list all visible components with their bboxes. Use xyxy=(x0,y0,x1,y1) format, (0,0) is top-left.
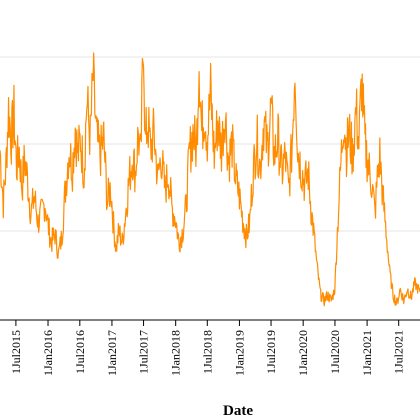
x-tick-label: 1Jan2019 xyxy=(232,330,246,376)
x-tick-label: 1Jul2017 xyxy=(137,330,151,374)
x-tick-label: 1Jul2016 xyxy=(73,330,87,374)
x-tick-label: 1Jul2015 xyxy=(9,330,23,374)
x-tick-label: 1Jul2019 xyxy=(264,330,278,374)
x-axis-ticks: 1Jul2015 1Jan2016 1Jul2016 1Jan2017 1Jul2017… xyxy=(9,320,406,376)
x-tick-label: 1Jul2021 xyxy=(392,330,406,374)
x-tick-label: 1Jan2021 xyxy=(360,330,374,376)
x-tick-label: 1Jan2018 xyxy=(169,330,183,376)
x-tick-label: 1Jan2016 xyxy=(41,330,55,376)
x-tick-label: 1Jan2020 xyxy=(296,330,310,376)
x-tick-label: 1Jul2020 xyxy=(328,330,342,374)
x-tick-label: 1Jul2018 xyxy=(200,330,214,374)
x-tick-label: 1Jan2017 xyxy=(105,330,119,376)
series-line xyxy=(0,52,420,307)
x-axis-title: Date xyxy=(223,403,253,419)
data-line-layer xyxy=(0,52,420,307)
